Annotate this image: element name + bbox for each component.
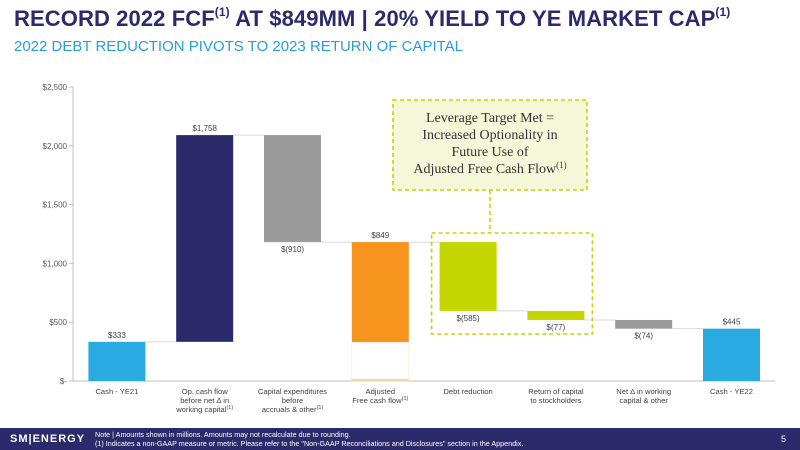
x-axis-label-footnote: (1) [402, 396, 409, 402]
x-axis-label: before [282, 396, 304, 405]
waterfall-chart: $- $500 $1,000 $1,500 $2,000 $2,500 $333 $1,758… [43, 83, 776, 414]
x-axis-label: Capital expenditures [258, 387, 327, 396]
bar-value-label: $445 [723, 318, 741, 327]
x-axis-label: Adjusted [366, 387, 396, 396]
callout-box [392, 99, 588, 191]
highlight-box [430, 232, 594, 335]
page-subtitle: 2022 DEBT REDUCTION PIVOTS TO 2023 RETUR… [14, 38, 464, 55]
bar-value-label: $849 [371, 231, 389, 240]
y-tick-label: $500 [49, 318, 67, 327]
footnote-line-2: (1) Indicates a non-GAAP measure or metr… [95, 439, 524, 448]
title-rest: AT $849MM | 20% YIELD TO YE MARKET CAP [229, 6, 716, 31]
page-title: RECORD 2022 FCF(1) AT $849MM | 20% YIELD… [14, 5, 731, 32]
page-number: 5 [780, 434, 786, 444]
x-axis-label: accruals & other(1) [262, 405, 324, 414]
bar-value-label: $(74) [634, 332, 653, 341]
bar-lower-segment [351, 342, 410, 382]
y-tick-label: $- [60, 377, 67, 386]
x-axis-label: Net Δ in working [616, 387, 671, 396]
callout-text-line: Leverage Target Met = [426, 111, 554, 126]
y-tick-label: $1,500 [43, 201, 68, 210]
callout-text-line: Increased Optionality in [422, 128, 557, 143]
title-footnote-1: (1) [214, 5, 230, 19]
footnote-line-1: Note | Amounts shown in millions. Amount… [95, 430, 351, 439]
x-axis-label: Cash - YE22 [710, 387, 753, 396]
title-footnote-2: (1) [715, 5, 731, 19]
bar [703, 328, 760, 381]
x-axis-label: capital & other [619, 396, 668, 405]
x-axis-label: Cash - YE21 [95, 387, 138, 396]
x-axis-label: working capital(1) [175, 405, 233, 414]
x-axis-label: to stockholders [530, 396, 581, 405]
title-main: RECORD 2022 FCF [14, 6, 215, 31]
y-tick-label: $2,000 [43, 142, 68, 151]
x-axis-label-footnote: (1) [317, 405, 324, 411]
bar [264, 135, 321, 243]
bar [351, 242, 409, 342]
x-axis-label: Return of capital [528, 387, 584, 396]
bar [527, 310, 585, 320]
bar [88, 341, 146, 381]
bar-value-label: $(910) [281, 245, 304, 254]
bar-base-sliver [351, 379, 409, 381]
bar-value-label: $1,758 [192, 124, 217, 133]
company-logo: SM|ENERGY [10, 433, 86, 445]
y-tick-label: $1,000 [43, 259, 68, 268]
bar-value-label: $(585) [457, 314, 480, 323]
footnote: Note | Amounts shown in millions. Amount… [95, 430, 523, 448]
x-axis-label: Free cash flow(1) [352, 396, 408, 405]
x-axis-label: before net Δ in [180, 396, 229, 405]
bar [615, 319, 673, 329]
x-axis-label: Debt reduction [443, 387, 492, 396]
callout-text-line: Future Use of [452, 145, 529, 160]
footer-bar: SM|ENERGY Note | Amounts shown in millio… [0, 428, 800, 450]
bar [439, 242, 497, 311]
x-axis-label: Op. cash flow [182, 387, 229, 396]
bar-value-label: $(77) [547, 323, 566, 332]
bar-value-label: $333 [108, 331, 126, 340]
callout-footnote: (1) [556, 160, 567, 170]
x-axis-label-footnote: (1) [226, 405, 233, 411]
callout-text-line: Adjusted Free Cash Flow(1) [413, 160, 566, 177]
y-tick-label: $2,500 [43, 83, 68, 92]
bar [176, 135, 234, 342]
